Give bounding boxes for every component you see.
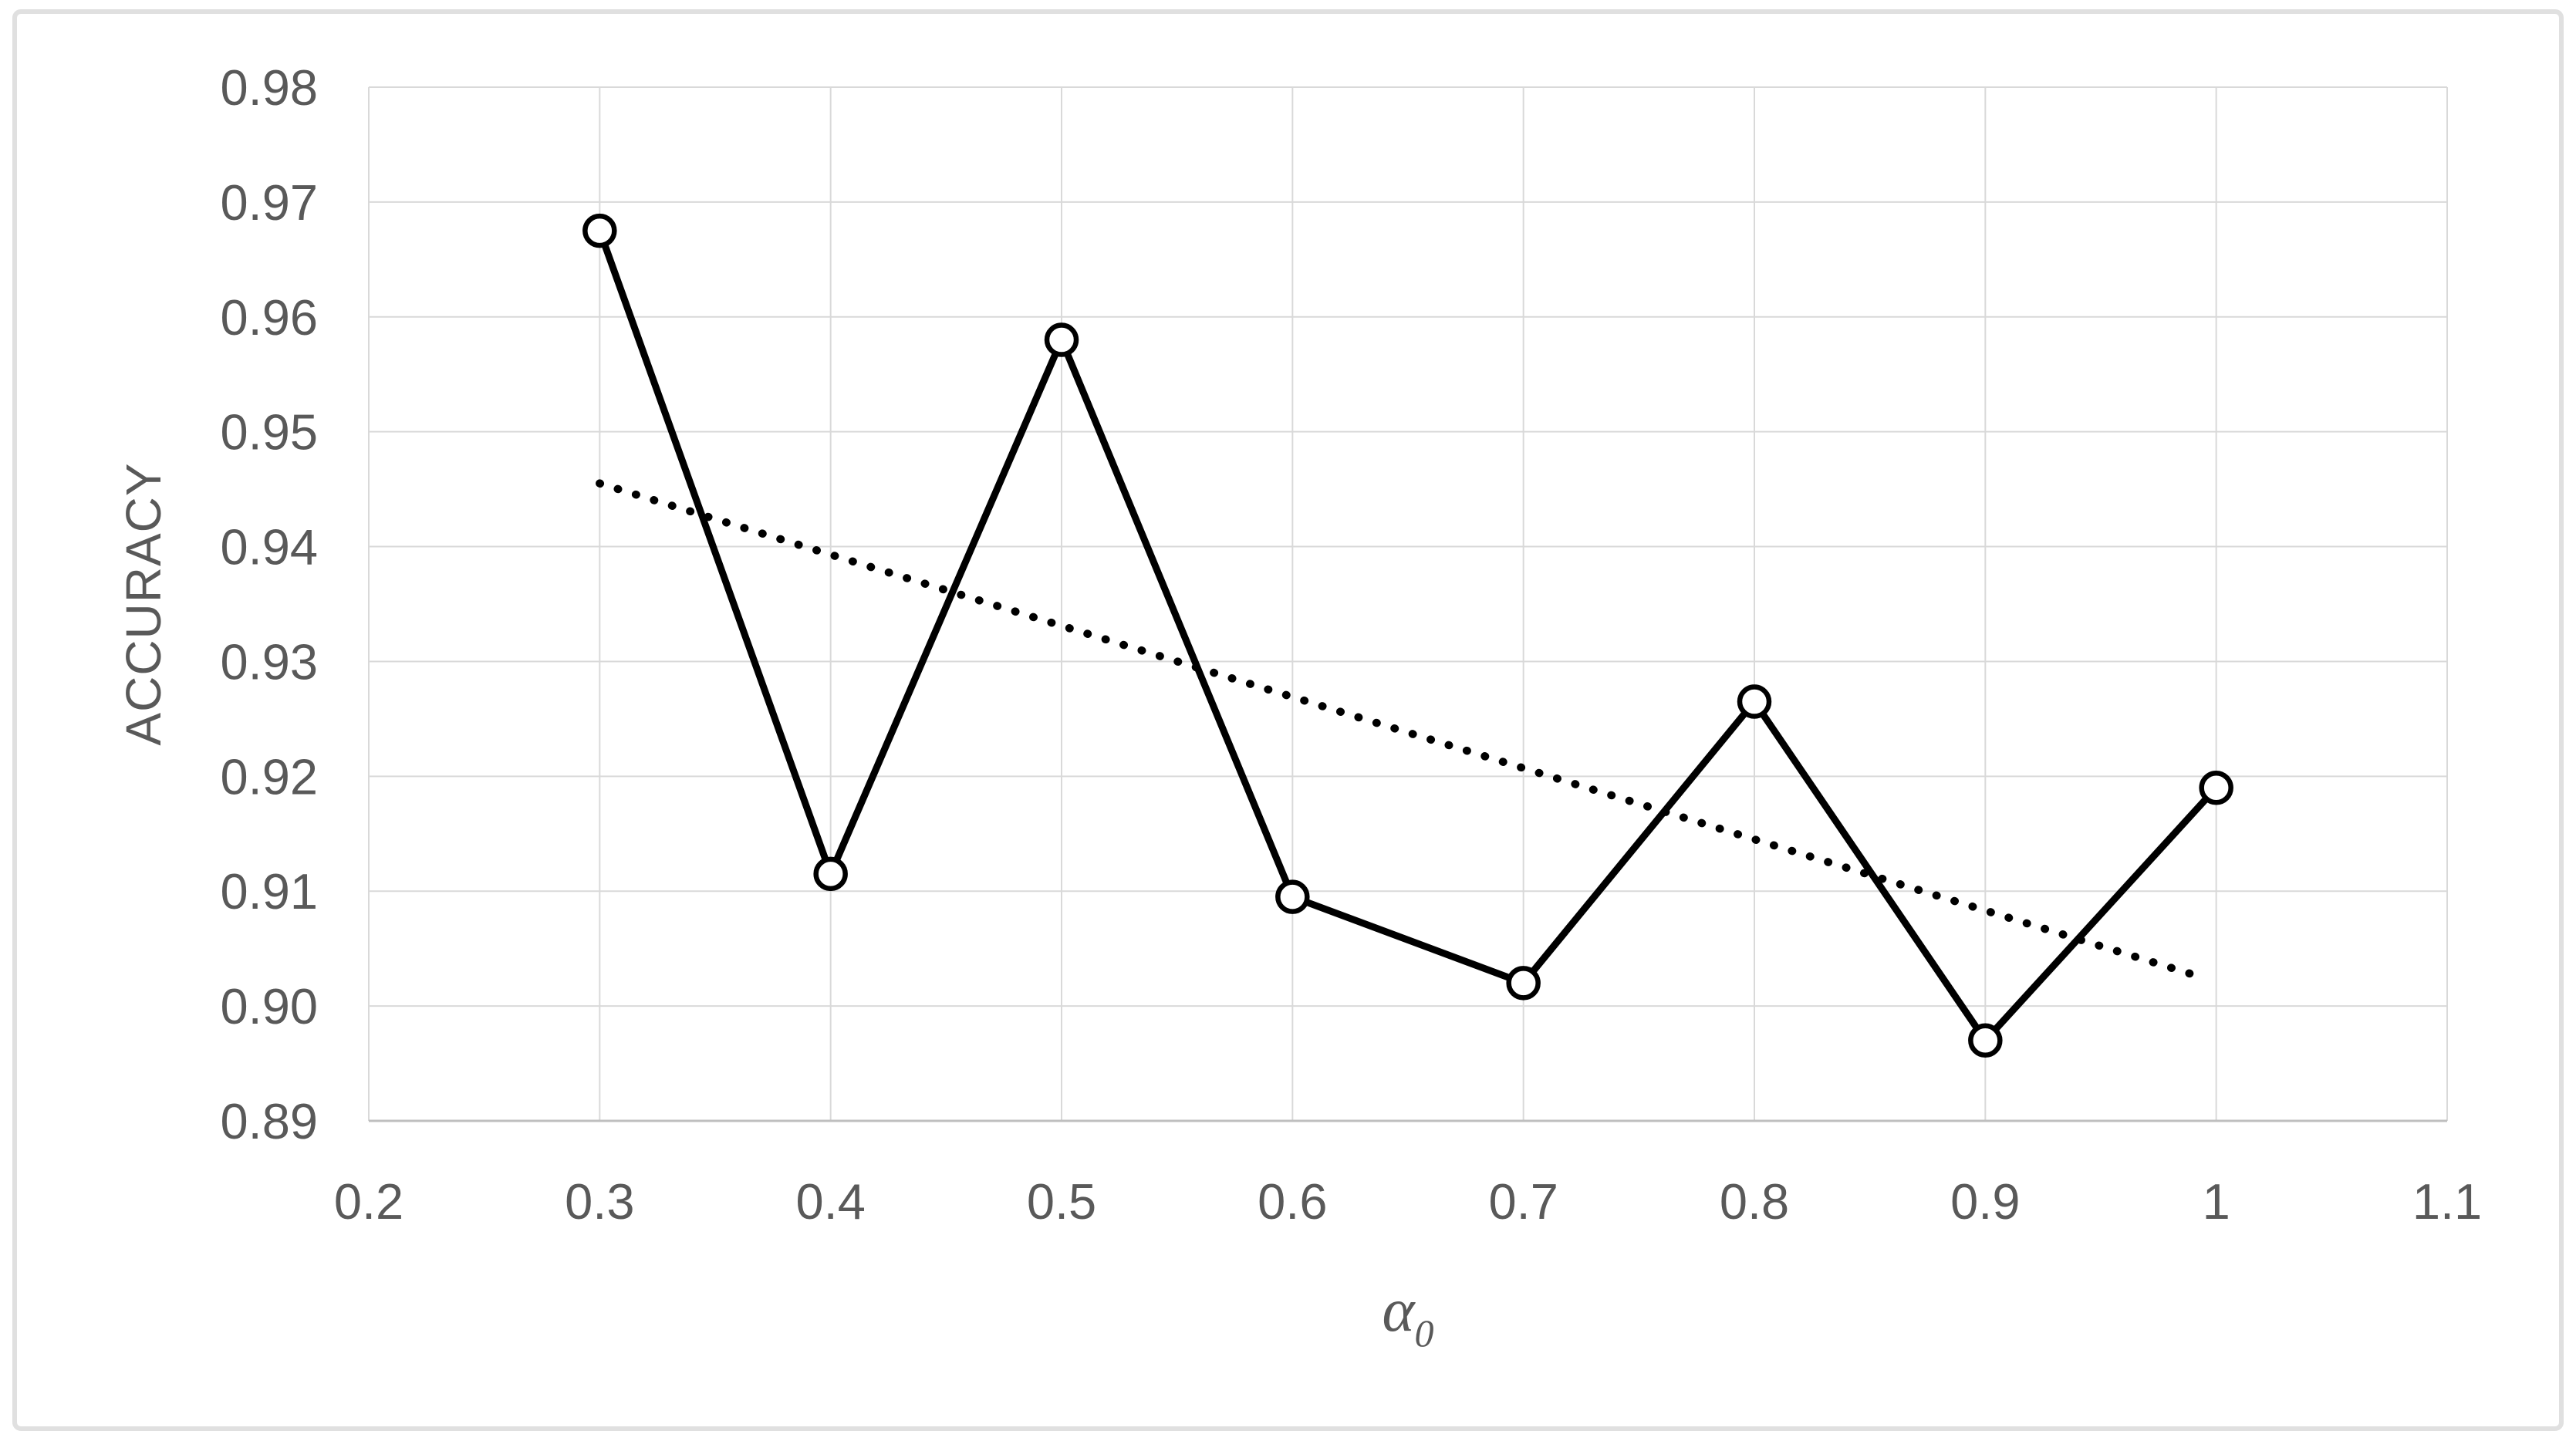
x-tick-label-0.4: 0.4 <box>795 1173 865 1230</box>
y-tick-label-0.91: 0.91 <box>220 863 318 920</box>
figure-border <box>12 9 2564 1431</box>
vertical-gridlines <box>368 87 2448 1121</box>
data-series-group <box>582 213 2233 1058</box>
x-axis-title: α0 <box>1383 1277 1434 1355</box>
trendline-group <box>596 479 2211 984</box>
y-tick-label-0.97: 0.97 <box>220 174 318 231</box>
x-tick-label-0.2: 0.2 <box>334 1173 403 1230</box>
x-axis-title-subscript: 0 <box>1415 1311 1434 1355</box>
x-tick-label-0.7: 0.7 <box>1488 1173 1558 1230</box>
x-tick-label-0.3: 0.3 <box>565 1173 634 1230</box>
data-point-marker-0.3 <box>582 213 617 248</box>
y-axis-tick-labels: 0.89 0.90 0.91 0.92 0.93 0.94 0.95 0.96 0.97 0.98 <box>220 59 318 1149</box>
data-point-marker-0.4 <box>813 856 848 892</box>
x-axis-title-symbol: α <box>1383 1277 1416 1345</box>
x-tick-label-0.5: 0.5 <box>1027 1173 1096 1230</box>
data-point-marker-0.6 <box>1275 879 1310 914</box>
y-tick-label-0.89: 0.89 <box>220 1093 318 1149</box>
trendline-dotted <box>596 479 2211 984</box>
x-tick-label-0.6: 0.6 <box>1258 1173 1327 1230</box>
data-point-marker-0.8 <box>1737 684 1772 719</box>
series-line-accuracy <box>596 227 2220 1044</box>
y-tick-label-0.92: 0.92 <box>220 748 318 805</box>
x-tick-label-0.8: 0.8 <box>1720 1173 1789 1230</box>
y-tick-label-0.95: 0.95 <box>220 404 318 461</box>
y-tick-label-0.93: 0.93 <box>220 633 318 690</box>
horizontal-gridlines <box>369 86 2447 1007</box>
x-tick-label-0.9: 0.9 <box>1950 1173 2020 1230</box>
data-point-marker-1 <box>2199 770 2233 805</box>
y-tick-label-0.90: 0.90 <box>220 978 318 1034</box>
y-tick-label-0.94: 0.94 <box>220 519 318 575</box>
x-tick-label-1.1: 1.1 <box>2412 1173 2482 1230</box>
data-point-marker-0.9 <box>1968 1023 2003 1058</box>
y-tick-label-0.96: 0.96 <box>220 289 318 346</box>
data-point-marker-0.7 <box>1506 966 1541 1001</box>
axis-titles: ACCURACY α0 <box>116 462 1434 1355</box>
x-tick-label-1: 1 <box>2203 1173 2230 1230</box>
x-axis-tick-labels: 0.2 0.3 0.4 0.5 0.6 0.7 0.8 0.9 1 1.1 <box>334 1173 2482 1230</box>
data-point-marker-0.5 <box>1044 322 1079 357</box>
y-axis-title: ACCURACY <box>116 462 171 745</box>
y-tick-label-0.98: 0.98 <box>220 59 318 116</box>
